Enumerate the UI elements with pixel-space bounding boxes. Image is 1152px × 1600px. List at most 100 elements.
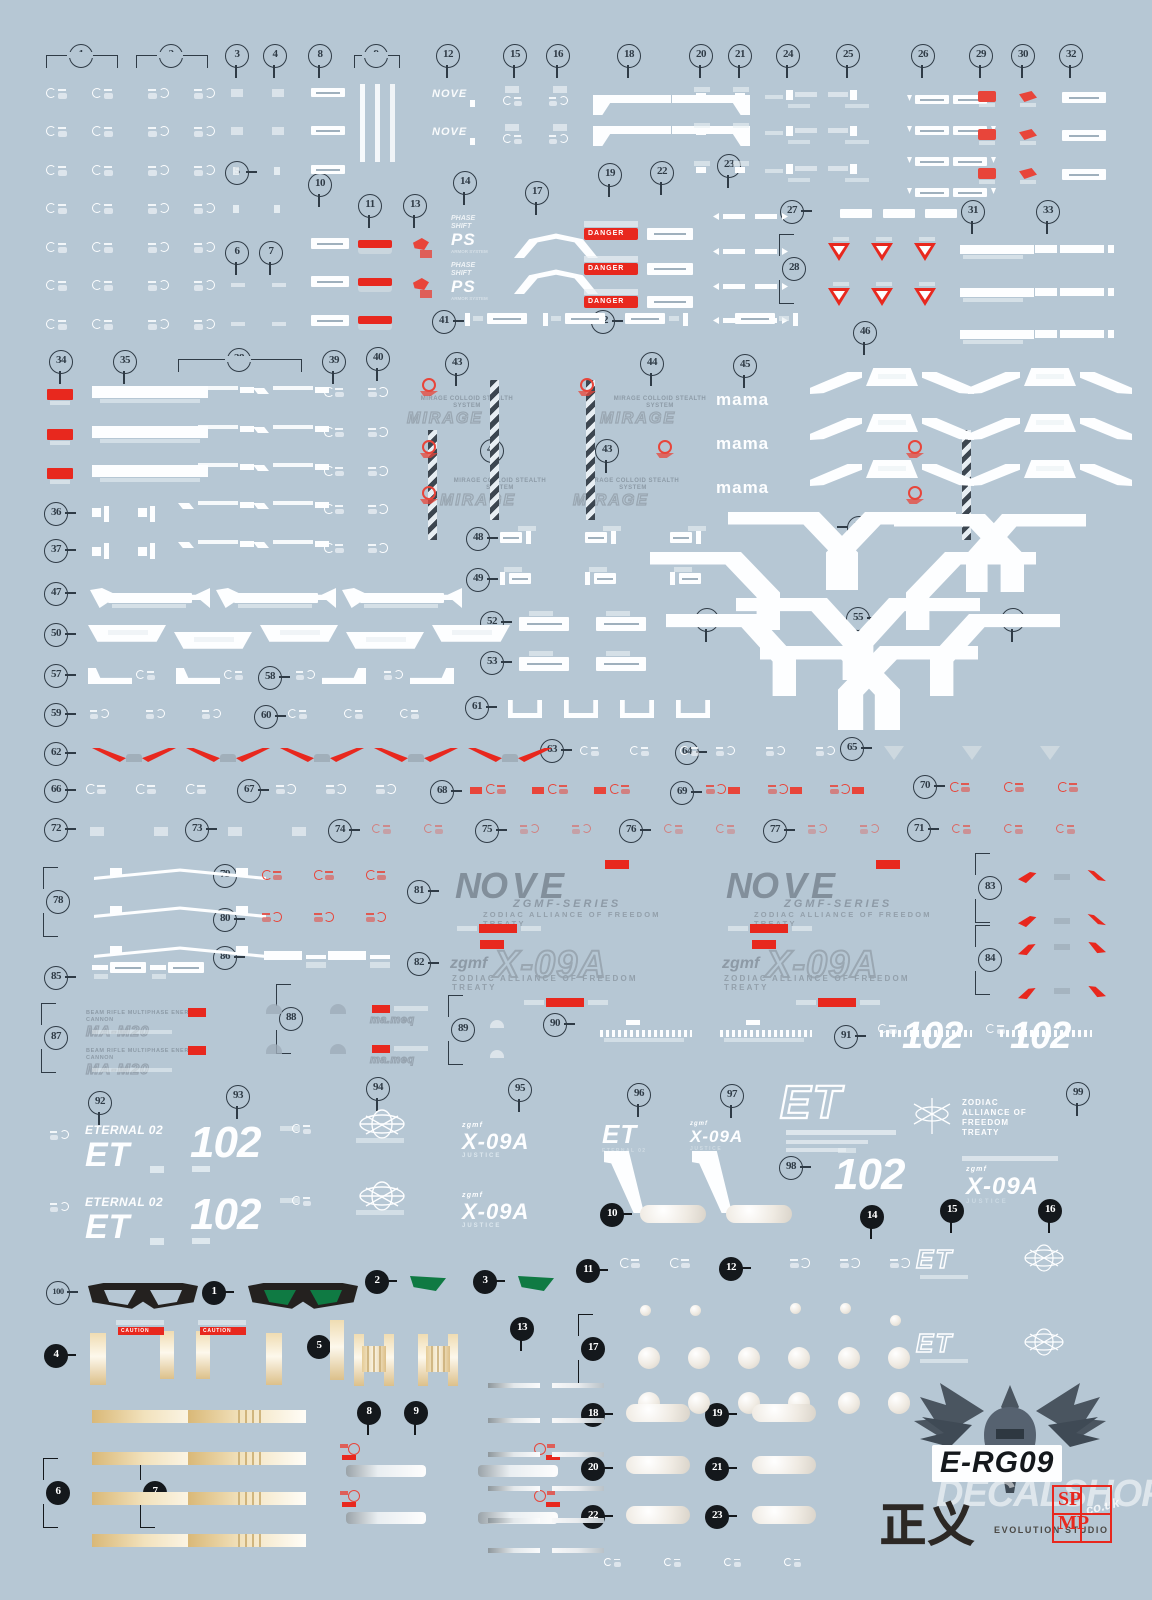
callout-stem	[123, 371, 125, 384]
glyph	[315, 464, 329, 470]
callout-stem	[269, 262, 271, 275]
callout-number: 19	[598, 163, 622, 187]
callout-stem	[660, 182, 662, 195]
red-mark	[978, 91, 996, 102]
callout-stem	[65, 828, 76, 830]
grad-dash	[552, 1383, 604, 1388]
micro-text	[524, 1000, 544, 1005]
tick	[611, 531, 616, 544]
plate	[328, 951, 366, 960]
callout-number: 53	[480, 651, 504, 675]
callout-stem	[1076, 1103, 1078, 1116]
micro-text	[878, 420, 906, 425]
hatch-marking	[830, 784, 851, 797]
label	[168, 962, 204, 973]
block	[138, 508, 147, 517]
hatch-marking	[90, 709, 110, 722]
micro-text	[688, 526, 706, 531]
micro-text	[876, 282, 892, 286]
callout-stem	[376, 368, 378, 381]
hatch-marking	[148, 126, 170, 140]
red-mark	[1019, 91, 1037, 102]
u-decal	[508, 700, 542, 718]
hatch-marking	[314, 912, 335, 925]
wing-decal	[810, 372, 862, 394]
tri	[907, 126, 912, 132]
tick	[500, 572, 505, 585]
nove-small-logo: NOVE	[432, 126, 468, 138]
wing-decal	[810, 418, 862, 440]
label	[519, 657, 569, 671]
glyph	[273, 501, 313, 505]
grad-dash	[488, 1383, 540, 1388]
glyph	[198, 425, 238, 429]
callout-number: 6	[225, 241, 249, 265]
micro-text	[733, 87, 749, 92]
groove	[431, 1346, 433, 1372]
callout-stem	[855, 1035, 866, 1037]
callout-number: 18	[617, 44, 641, 68]
hook-decal	[176, 668, 220, 684]
target-marking	[906, 440, 928, 458]
gold-strip	[92, 1492, 210, 1505]
hatch-marking	[148, 203, 170, 217]
visor-decal	[88, 1283, 198, 1313]
callout-number: 58	[258, 666, 282, 690]
micro-text	[272, 127, 284, 135]
callout-number: 10	[600, 1203, 624, 1227]
hatch-marking	[424, 824, 444, 837]
label	[487, 313, 527, 324]
wing-decal	[1080, 418, 1132, 440]
micro-text	[584, 289, 638, 295]
micro-text	[92, 1030, 172, 1034]
micro-text	[833, 282, 849, 286]
mecha-head-icon	[914, 1383, 1106, 1493]
callout-number: 7	[259, 241, 283, 265]
hatch-marking	[766, 746, 786, 759]
micro-text	[504, 567, 522, 572]
caution-plate	[200, 1327, 246, 1335]
callout-stem	[784, 829, 795, 831]
caution-text: CAUTION	[121, 1328, 150, 1334]
hatch-marking	[148, 242, 170, 256]
hatch-marking	[1056, 824, 1076, 837]
callout-stem	[246, 171, 257, 173]
hatch-marking	[224, 670, 244, 683]
label	[625, 313, 665, 324]
micro-text	[231, 89, 243, 97]
callout-number: 55	[846, 607, 870, 631]
hatch-marking	[706, 784, 727, 797]
callout-number: 22	[581, 1505, 605, 1529]
micro-text	[274, 205, 280, 213]
warning-triangle-inner	[919, 291, 931, 300]
micro-text	[979, 180, 995, 184]
micro-text	[1036, 466, 1064, 471]
callout-number: 4	[44, 1344, 68, 1368]
callout-number: 1	[202, 1281, 226, 1305]
micro-text	[694, 123, 710, 128]
callout-number: 92	[88, 1091, 112, 1115]
gold-bar	[384, 1334, 394, 1386]
callout-stem	[605, 460, 607, 473]
callout-number: 43	[595, 439, 619, 463]
hatch-marking	[148, 319, 170, 333]
micro-text	[589, 567, 607, 572]
callout-stem	[971, 221, 973, 234]
data-strip	[960, 288, 1034, 297]
callout-number: 15	[503, 44, 527, 68]
cream-dot	[640, 1305, 651, 1316]
hatch-marking	[716, 746, 736, 759]
micro-text	[845, 140, 869, 144]
grad-dash	[488, 1548, 540, 1553]
callout-number: 9	[404, 1401, 428, 1425]
hatch-marking	[366, 870, 387, 883]
red-mark	[978, 129, 996, 140]
callout-number: 21	[728, 44, 752, 68]
hatch-marking	[808, 824, 828, 837]
glyph	[273, 425, 313, 429]
red-tab	[372, 1005, 390, 1013]
callout-number: 86	[213, 946, 237, 970]
inner-plate	[108, 593, 192, 603]
gold-strip	[92, 1534, 210, 1547]
hatch-marking	[680, 746, 700, 759]
